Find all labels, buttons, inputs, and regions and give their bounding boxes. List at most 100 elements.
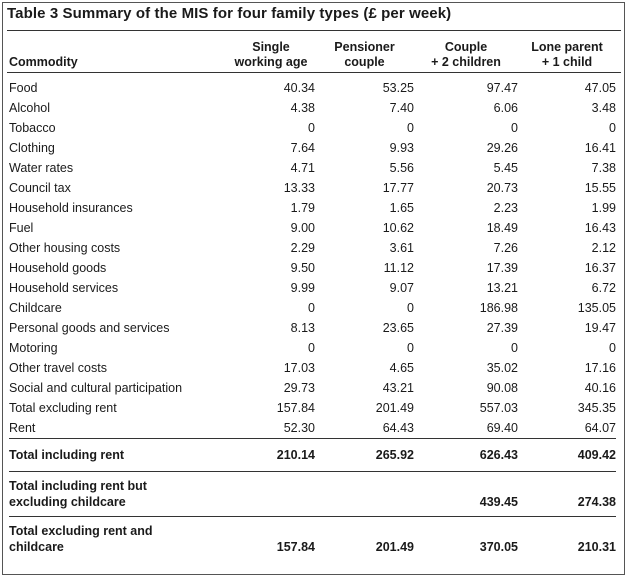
row-label: Household services	[9, 281, 119, 295]
cell-pensioner-couple: 9.07	[389, 281, 414, 295]
table-row: Childcare 0 0 186.98 135.05	[9, 298, 616, 318]
row-label: Total excluding rent	[9, 401, 117, 415]
table-row: Social and cultural participation 29.73 43…	[9, 378, 616, 398]
cell-couple-2-children: 2.23	[493, 201, 518, 215]
row-label: Other housing costs	[9, 241, 121, 255]
cell-couple-2-children: 439.45	[414, 471, 518, 517]
cell-couple-2-children: 97.47	[486, 81, 518, 95]
row-label: Council tax	[9, 181, 71, 195]
total-row: Total including rent but excluding childc…	[9, 471, 616, 517]
cell-single-working-age: 7.64	[290, 141, 315, 155]
cell-lone-parent-1-child: 64.07	[584, 421, 616, 435]
cell-pensioner-couple: 265.92	[315, 438, 414, 472]
total-label-line-2: excluding childcare	[9, 495, 126, 509]
table-row: Clothing 7.64 9.93 29.26 16.41	[9, 138, 616, 158]
title-rule	[7, 30, 621, 31]
cell-pensioner-couple: 11.12	[383, 261, 414, 275]
cell-single-working-age: 29.73	[283, 381, 315, 395]
cell-couple-2-children: 6.06	[493, 101, 518, 115]
cell-lone-parent-1-child: 19.47	[584, 321, 616, 335]
total-row: Total excluding rent and childcare 157.84 2…	[9, 516, 616, 561]
cell-couple-2-children: 0	[511, 121, 518, 135]
header-lone-parent-1-child: Lone parent + 1 child	[531, 40, 603, 69]
cell-lone-parent-1-child: 135.05	[577, 301, 616, 315]
cell-couple-2-children: 7.26	[493, 241, 518, 255]
table-row: Alcohol 4.38 7.40 6.06 3.48	[9, 98, 616, 118]
cell-lone-parent-1-child: 40.16	[584, 381, 616, 395]
cell-single-working-age: 0	[308, 341, 315, 355]
cell-couple-2-children: 557.03	[479, 401, 518, 415]
row-label: Water rates	[9, 161, 74, 175]
total-row-label: Total excluding rent and childcare	[9, 516, 227, 561]
header-commodity: Commodity	[9, 55, 78, 69]
header-single-working-age: Single working age	[234, 40, 308, 69]
row-label: Childcare	[9, 301, 62, 315]
mis-summary-table: Commodity Single working age Pensioner cou…	[9, 36, 616, 561]
cell-single-working-age: 17.03	[283, 361, 315, 375]
total-row-label: Total including rent	[9, 438, 227, 472]
table-row: Other travel costs 17.03 4.65 35.02 17.16	[9, 358, 616, 378]
total-row: Total including rent 210.14 265.92 626.43 40…	[9, 438, 616, 472]
cell-lone-parent-1-child: 409.42	[518, 438, 616, 472]
header-row: Commodity Single working age Pensioner cou…	[9, 36, 616, 70]
cell-single-working-age: 8.13	[290, 321, 315, 335]
total-label-line-1: Total including rent but	[9, 479, 147, 493]
cell-lone-parent-1-child: 15.55	[584, 181, 616, 195]
cell-couple-2-children: 69.40	[486, 421, 518, 435]
cell-single-working-age: 52.30	[283, 421, 315, 435]
cell-lone-parent-1-child: 6.72	[591, 281, 616, 295]
table-row: Tobacco 0 0 0 0	[9, 118, 616, 138]
cell-pensioner-couple: 9.93	[389, 141, 414, 155]
row-label: Food	[9, 81, 38, 95]
cell-lone-parent-1-child: 17.16	[584, 361, 616, 375]
cell-pensioner-couple: 17.77	[382, 181, 414, 195]
row-label: Personal goods and services	[9, 321, 170, 335]
table-row: Household goods 9.50 11.12 17.39 16.37	[9, 258, 616, 278]
cell-couple-2-children: 90.08	[486, 381, 518, 395]
row-label: Motoring	[9, 341, 58, 355]
cell-single-working-age: 4.71	[290, 161, 315, 175]
header-spacer	[9, 70, 616, 78]
cell-single-working-age: 9.50	[290, 261, 315, 275]
cell-pensioner-couple: 10.62	[382, 221, 414, 235]
cell-single-working-age: 40.34	[283, 81, 315, 95]
table-row: Fuel 9.00 10.62 18.49 16.43	[9, 218, 616, 238]
cell-couple-2-children: 626.43	[414, 438, 518, 472]
cell-pensioner-couple: 64.43	[382, 421, 414, 435]
cell-couple-2-children: 5.45	[493, 161, 518, 175]
cell-single-working-age: 1.79	[290, 201, 315, 215]
table-row: Total excluding rent 157.84 201.49 557.03 34…	[9, 398, 616, 418]
cell-lone-parent-1-child: 2.12	[591, 241, 616, 255]
cell-pensioner-couple: 7.40	[389, 101, 414, 115]
cell-pensioner-couple: 5.56	[389, 161, 414, 175]
cell-couple-2-children: 27.39	[486, 321, 518, 335]
cell-single-working-age: 2.29	[290, 241, 315, 255]
cell-pensioner-couple: 43.21	[382, 381, 414, 395]
cell-pensioner-couple	[315, 471, 414, 517]
row-label: Alcohol	[9, 101, 50, 115]
cell-lone-parent-1-child: 274.38	[518, 471, 616, 517]
cell-pensioner-couple: 53.25	[382, 81, 414, 95]
cell-single-working-age: 4.38	[290, 101, 315, 115]
cell-lone-parent-1-child: 3.48	[591, 101, 616, 115]
cell-lone-parent-1-child: 7.38	[591, 161, 616, 175]
cell-single-working-age: 9.99	[290, 281, 315, 295]
cell-single-working-age: 0	[308, 121, 315, 135]
cell-pensioner-couple: 0	[407, 301, 414, 315]
cell-single-working-age: 13.33	[283, 181, 315, 195]
row-label: Household insurances	[9, 201, 133, 215]
cell-single-working-age: 0	[308, 301, 315, 315]
cell-couple-2-children: 370.05	[414, 516, 518, 561]
cell-couple-2-children: 20.73	[486, 181, 518, 195]
total-label-line-1: Total excluding rent and	[9, 524, 153, 538]
table-row: Council tax 13.33 17.77 20.73 15.55	[9, 178, 616, 198]
cell-couple-2-children: 13.21	[486, 281, 518, 295]
row-label: Rent	[9, 421, 36, 435]
total-label-line-2: childcare	[9, 540, 64, 554]
table-row: Water rates 4.71 5.56 5.45 7.38	[9, 158, 616, 178]
total-label-line-1: Total including rent	[9, 448, 125, 462]
cell-couple-2-children: 29.26	[486, 141, 518, 155]
table-row: Rent 52.30 64.43 69.40 64.07	[9, 418, 616, 439]
cell-pensioner-couple: 4.65	[389, 361, 414, 375]
